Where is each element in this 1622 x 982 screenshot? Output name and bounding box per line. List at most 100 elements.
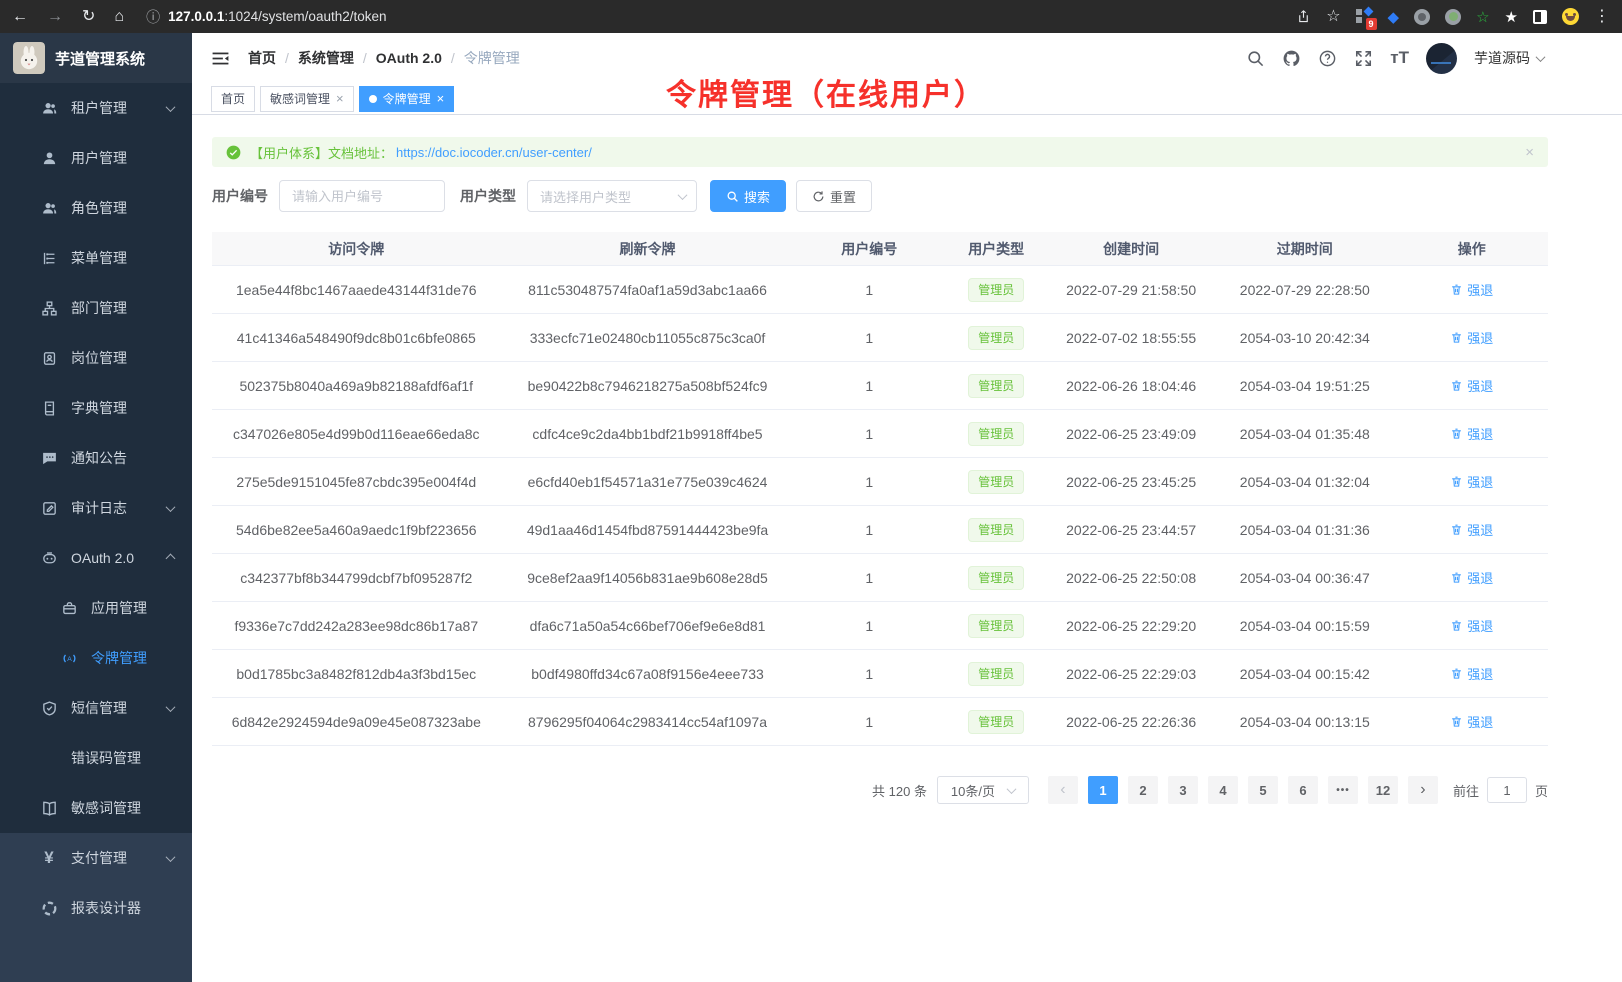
user-avatar[interactable]	[1426, 42, 1457, 74]
force-logout-button[interactable]: 强退	[1450, 568, 1493, 587]
force-logout-button[interactable]: 强退	[1450, 616, 1493, 635]
shield-icon	[40, 699, 58, 717]
page-button-4[interactable]: 4	[1207, 776, 1238, 804]
sidebar-item-pay[interactable]: ¥ 支付管理	[0, 833, 192, 883]
sidebar-item-menu[interactable]: 菜单管理	[0, 233, 192, 283]
user-id-input[interactable]	[279, 180, 445, 212]
extension-grid-icon[interactable]: 9	[1355, 6, 1377, 30]
prev-page-button[interactable]: ‹	[1047, 776, 1078, 804]
force-logout-button[interactable]: 强退	[1450, 328, 1493, 347]
force-logout-button[interactable]: 强退	[1450, 424, 1493, 443]
user-type-select[interactable]: 请选择用户类型	[527, 180, 697, 212]
sidebar-item-error-code[interactable]: 错误码管理	[0, 733, 192, 783]
browser-toolbar: ← → ↻ ⌂ ⓘ 127.0.0.1:1024/system/oauth2/t…	[0, 0, 1622, 33]
page-button-12[interactable]: 12	[1367, 776, 1398, 804]
page-button-6[interactable]: 6	[1287, 776, 1318, 804]
broadcast-icon: A	[60, 649, 78, 667]
gem-extension-icon[interactable]: ◆	[1387, 8, 1400, 26]
tab-令牌管理[interactable]: 令牌管理 ×	[358, 85, 455, 112]
browser-menu-icon[interactable]: ⋮	[1594, 7, 1610, 25]
access-token-cell: 275e5de9151045fe87cbdc395e004f4d	[236, 473, 477, 490]
goto-page-input[interactable]	[1486, 777, 1527, 803]
tab-敏感词管理[interactable]: 敏感词管理 ×	[260, 85, 354, 112]
extension-circle-green-icon[interactable]	[1445, 8, 1462, 25]
breadcrumb-separator: /	[450, 50, 455, 66]
help-icon[interactable]	[1318, 49, 1337, 68]
check-circle-icon	[226, 145, 241, 160]
github-icon[interactable]	[1282, 49, 1301, 68]
browser-reload-icon[interactable]: ↻	[82, 7, 96, 25]
goto-label: 前往	[1452, 783, 1479, 799]
sidebar-item-sms[interactable]: 短信管理	[0, 683, 192, 733]
force-logout-button[interactable]: 强退	[1450, 472, 1493, 491]
browser-home-icon[interactable]: ⌂	[114, 7, 125, 25]
user-menu[interactable]: 芋道源码	[1474, 48, 1546, 68]
extension-star-white-icon[interactable]: ★	[1504, 8, 1518, 26]
sidebar-item-label: 菜单管理	[71, 250, 127, 266]
page-button-2[interactable]: 2	[1127, 776, 1158, 804]
tab-close-icon[interactable]: ×	[336, 91, 344, 106]
sidebar-item-dept[interactable]: 部门管理	[0, 283, 192, 333]
site-info-icon[interactable]: ⓘ	[146, 8, 161, 25]
breadcrumb-item[interactable]: OAuth 2.0	[375, 50, 442, 66]
user-type-cell: 管理员	[944, 325, 1048, 350]
force-logout-button[interactable]: 强退	[1450, 520, 1493, 539]
page-button-5[interactable]: 5	[1247, 776, 1278, 804]
next-page-button[interactable]: ›	[1407, 776, 1438, 804]
page-button-1[interactable]: 1	[1087, 776, 1118, 804]
alert-close-icon[interactable]: ×	[1525, 143, 1534, 161]
extension-star-green-icon[interactable]: ☆	[1476, 8, 1490, 26]
browser-forward-icon[interactable]: →	[47, 7, 63, 25]
action-cell: 强退	[1396, 376, 1548, 395]
column-header: 操作	[1457, 240, 1486, 257]
refresh-token-cell: be90422b8c7946218275a508bf524fc9	[527, 377, 768, 394]
font-size-icon[interactable]: тT	[1390, 48, 1409, 67]
side-panel-icon[interactable]	[1533, 9, 1547, 24]
page-button-3[interactable]: 3	[1167, 776, 1198, 804]
sidebar-item-audit-log[interactable]: 审计日志	[0, 483, 192, 533]
force-logout-button[interactable]: 强退	[1450, 376, 1493, 395]
user-type-cell: 管理员	[944, 469, 1048, 494]
fullscreen-icon[interactable]	[1354, 49, 1373, 68]
breadcrumb-item[interactable]: 系统管理	[297, 50, 354, 66]
sidebar-item-report-designer[interactable]: 报表设计器	[0, 883, 192, 933]
action-cell: 强退	[1396, 664, 1548, 683]
sidebar-item-dict[interactable]: 字典管理	[0, 383, 192, 433]
user-type-cell: 管理员	[944, 373, 1048, 398]
force-logout-button[interactable]: 强退	[1450, 664, 1493, 683]
tab-close-icon[interactable]: ×	[436, 91, 445, 106]
sidebar-item-oauth2-app[interactable]: 应用管理	[0, 583, 192, 633]
force-logout-button[interactable]: 强退	[1450, 280, 1493, 299]
sidebar-collapse-icon[interactable]	[211, 49, 230, 68]
force-logout-button[interactable]: 强退	[1450, 712, 1493, 731]
sidebar-item-role[interactable]: 角色管理	[0, 183, 192, 233]
sidebar-item-oauth2[interactable]: OAuth 2.0	[0, 533, 192, 583]
search-button[interactable]: 搜索	[710, 180, 787, 212]
goto-suffix: 页	[1534, 783, 1548, 799]
sidebar-item-user[interactable]: 用户管理	[0, 133, 192, 183]
more-pages-button[interactable]: •••	[1327, 776, 1358, 804]
alert-doc-link[interactable]: https://doc.iocoder.cn/user-center/	[396, 144, 592, 160]
search-icon[interactable]	[1246, 49, 1265, 68]
extension-circle-icon[interactable]	[1414, 8, 1431, 25]
browser-back-icon[interactable]: ←	[12, 7, 28, 25]
sidebar-item-notice[interactable]: 通知公告	[0, 433, 192, 483]
sidebar-menu: 租户管理用户管理 角色管理菜单管理部门管理 岗位管理 字典管理 通知公告 审计日志 OAut…	[0, 83, 192, 833]
bookmark-star-icon[interactable]: ☆	[1326, 7, 1341, 25]
sidebar-item-label: 报表设计器	[71, 900, 141, 916]
user-type-cell: 管理员	[944, 421, 1048, 446]
sidebar-item-label: 租户管理	[71, 100, 127, 116]
tab-首页[interactable]: 首页	[211, 85, 256, 112]
sidebar-item-oauth2-token[interactable]: A 令牌管理	[0, 633, 192, 683]
reset-button[interactable]: 重置	[796, 180, 873, 212]
breadcrumb-item[interactable]: 首页	[248, 50, 276, 66]
sidebar-item-tenant[interactable]: 租户管理	[0, 83, 192, 133]
sidebar-item-sensitive-word[interactable]: 敏感词管理	[0, 783, 192, 833]
breadcrumb-separator: /	[362, 50, 367, 66]
sidebar-item-post[interactable]: 岗位管理	[0, 333, 192, 383]
share-icon[interactable]	[1296, 9, 1311, 24]
address-bar[interactable]: ⓘ 127.0.0.1:1024/system/oauth2/token	[146, 7, 1296, 27]
refresh-token-cell: 811c530487574fa0af1a59d3abc1aa66	[528, 281, 767, 298]
emoji-extension-icon[interactable]	[1562, 8, 1579, 25]
page-size-select[interactable]: 10条/页	[936, 776, 1029, 804]
